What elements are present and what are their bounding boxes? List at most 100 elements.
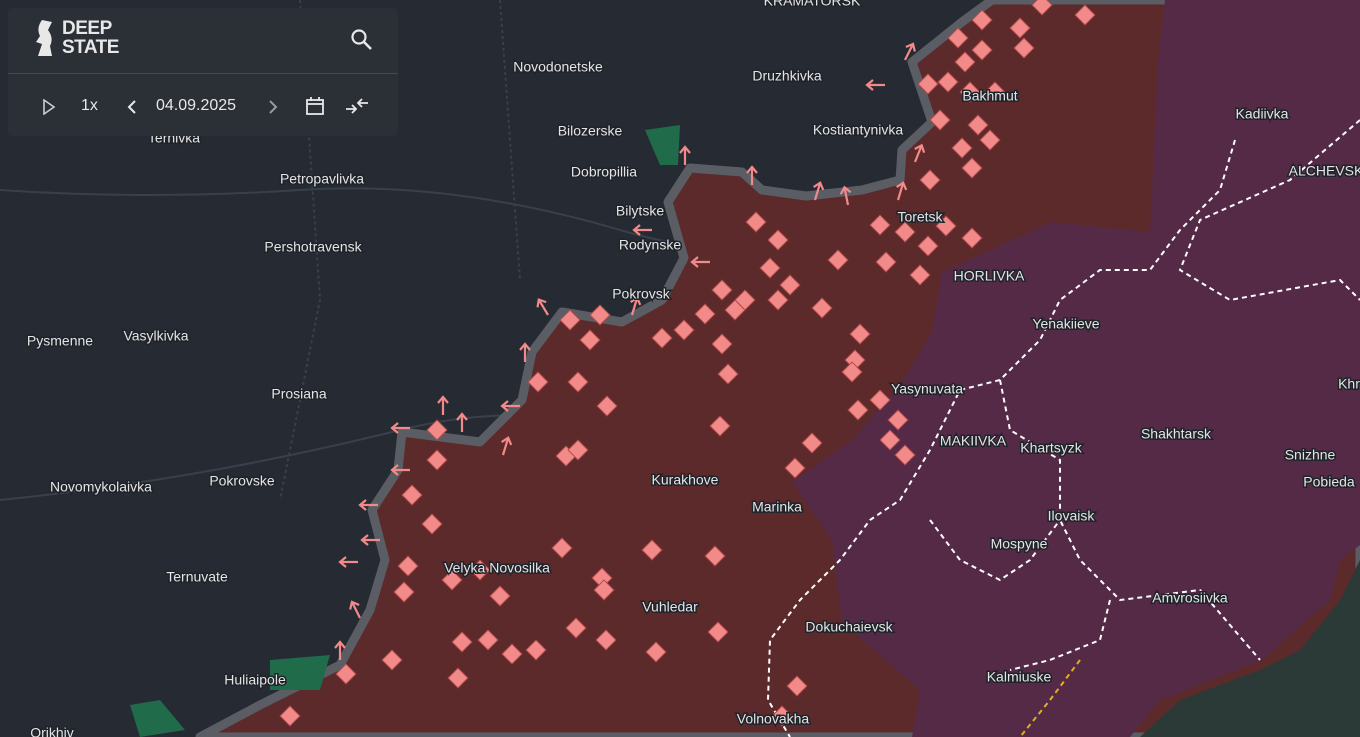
assault-marker (811, 297, 833, 319)
place-label: Bilytske (616, 203, 664, 219)
line (1009, 599, 1111, 671)
assault-marker (595, 629, 617, 651)
assault-marker (786, 675, 808, 697)
assault-marker (717, 363, 739, 385)
place-label: Khr (1338, 376, 1360, 392)
assault-marker (875, 251, 897, 273)
place-label: Mospyne (991, 536, 1048, 552)
assault-marker (651, 327, 673, 349)
place-label: Novomykolaivka (50, 479, 152, 495)
assault-marker (801, 432, 823, 454)
search-button[interactable] (350, 28, 374, 52)
advance-arrow (500, 400, 520, 412)
place-label: Kostiantynivka (813, 122, 903, 138)
assault-marker (869, 214, 891, 236)
place-label: Snizhne (1285, 447, 1336, 463)
date[interactable]: 04.09.2025 (156, 97, 237, 114)
assault-marker (961, 157, 983, 179)
assault-markers (279, 0, 1096, 727)
place-label: Kalmiuske (987, 669, 1052, 685)
assault-marker (1031, 0, 1053, 16)
assault-marker (335, 663, 357, 685)
place-label: Kadiivka (1236, 106, 1289, 122)
advance-arrow (690, 256, 710, 268)
place-label: Velyka Novosilka (444, 560, 550, 576)
assault-marker (841, 361, 863, 383)
place-label: Pokrovske (209, 473, 275, 489)
assault-marker (489, 585, 511, 607)
place-label: Pobieda (1303, 474, 1355, 490)
advance-arrow (390, 422, 410, 434)
assault-marker (527, 371, 549, 393)
compare-button[interactable] (344, 96, 370, 116)
place-label: Vasylkivka (123, 328, 188, 344)
next-date[interactable] (267, 99, 279, 115)
assault-marker (704, 545, 726, 567)
speed-button[interactable]: 1x (81, 97, 98, 114)
assault-marker (909, 264, 931, 286)
assault-marker (589, 304, 611, 326)
assault-marker (709, 415, 731, 437)
place-label: Rodynske (619, 237, 681, 253)
advance-arrow (358, 499, 378, 511)
prev-date[interactable] (126, 99, 138, 115)
assault-marker (767, 289, 789, 311)
assault-marker (565, 617, 587, 639)
assault-marker (929, 109, 951, 131)
assault-marker (711, 333, 733, 355)
advance-arrow (536, 298, 549, 316)
border (279, 0, 322, 501)
assault-marker (707, 621, 729, 643)
assault-marker (401, 484, 423, 506)
advance-arrow (501, 436, 513, 456)
assault-marker (984, 81, 1006, 103)
assault-marker (567, 439, 589, 461)
assault-marker (771, 705, 793, 727)
place-label: Prosiana (271, 386, 326, 402)
place-label: KRAMATORSK (764, 0, 861, 9)
line (999, 379, 1261, 661)
assault-marker (469, 559, 491, 581)
advance-arrow (813, 181, 825, 201)
advance-arrow (865, 79, 885, 91)
advance-arrow (679, 145, 691, 165)
place-label: Pershotravensk (264, 239, 362, 255)
purple-area (792, 0, 1360, 737)
advance-arrow (456, 412, 468, 432)
line (766, 139, 1236, 737)
assault-marker (397, 555, 419, 577)
calendar-button[interactable] (305, 96, 325, 116)
assault-marker (381, 649, 403, 671)
assault-marker (641, 539, 663, 561)
assault-marker (525, 639, 547, 661)
play-button[interactable] (42, 99, 56, 115)
advance-arrow (390, 464, 410, 476)
assault-marker (759, 257, 781, 279)
logo-text: DEEP (62, 18, 112, 39)
place-label: Huliaipole (224, 672, 286, 688)
assault-marker (441, 569, 463, 591)
divider (8, 73, 398, 74)
place-label: Yasynuvata (891, 381, 963, 397)
place-label: Amvrosiivka (1152, 590, 1228, 606)
assault-marker (947, 27, 969, 49)
advance-arrow (746, 165, 758, 185)
advance-arrow (334, 640, 346, 660)
assault-marker (919, 169, 941, 191)
advance-arrow (904, 42, 916, 61)
place-label: Pysmenne (27, 333, 93, 349)
advance-arrow (437, 395, 449, 415)
place-label: Novodonetske (513, 59, 603, 75)
assault-marker (971, 9, 993, 31)
place-label: Ternuvate (166, 569, 228, 585)
advance-arrow (839, 185, 852, 206)
assault-marker (779, 274, 801, 296)
assault-marker (711, 279, 733, 301)
assault-marker (724, 299, 746, 321)
place-label: MAKIIVKA (940, 433, 1007, 449)
assault-marker (579, 329, 601, 351)
logo[interactable]: DEEP STATE (34, 18, 119, 58)
place-label: Bilozerske (558, 123, 623, 139)
assault-marker (951, 137, 973, 159)
place-label: Druzhkivka (752, 68, 821, 84)
